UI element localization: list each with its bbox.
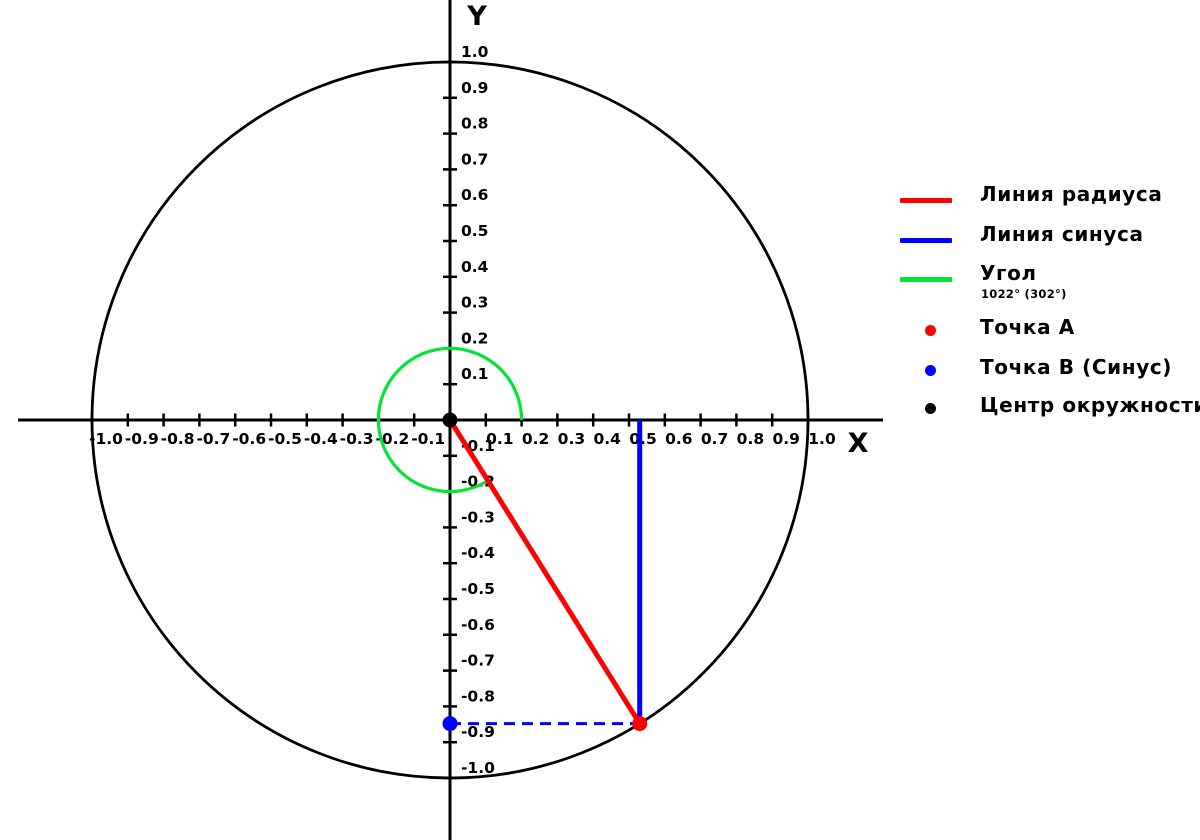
x-tick-label: -0.3 (340, 430, 374, 448)
x-tick-labels: -1.0 -0.9 -0.8 -0.7 -0.6 -0.5 -0.4 -0.3 -0.2 -0.1… (89, 430, 836, 448)
y-tick-label: 0.6 (461, 186, 488, 204)
y-tick-label: -0.4 (461, 544, 495, 562)
legend-item-sine-line-line-swatch-icon (900, 237, 952, 243)
angle-arc (376, 346, 524, 494)
legend-item-point-a-dot-icon (924, 324, 936, 336)
x-tick-label: -0.8 (161, 430, 195, 448)
y-tick-label: 1.0 (461, 43, 489, 61)
legend-item-radius-line-label: Линия радиуса (980, 182, 1163, 206)
y-tick-label: -0.6 (461, 616, 495, 634)
point-b (442, 716, 458, 732)
x-tick-label: -0.5 (268, 430, 302, 448)
legend-item-angle-label: Угол (980, 261, 1037, 285)
y-tick-label: 0.1 (461, 365, 488, 383)
legend-item-radius-line-line-swatch-icon (900, 197, 952, 203)
x-tick-label: 0.1 (486, 430, 513, 448)
y-tick-label: 0.3 (461, 294, 488, 312)
radius-line (447, 418, 642, 725)
unit-circle (90, 60, 810, 780)
legend-item-circle-center-dot-icon (924, 402, 936, 414)
x-tick-label: 0.9 (772, 430, 799, 448)
y-tick-label: 0.5 (461, 222, 488, 240)
legend-item-sine-line-label: Линия синуса (980, 222, 1144, 246)
y-tick-label: -0.3 (461, 508, 495, 526)
legend-item-circle-center-label: Центр окружности (980, 393, 1200, 417)
center-point (442, 412, 458, 428)
x-tick-label: -0.1 (411, 430, 445, 448)
legend: Линия радиуса Линия синуса Угол 1022° (302°… (900, 0, 1200, 840)
y-tick-label: 0.8 (461, 115, 488, 133)
y-tick-label: -0.5 (461, 580, 495, 598)
x-tick-label: -0.4 (304, 430, 338, 448)
y-tick-label: 0.2 (461, 329, 488, 347)
x-tick-label: 0.5 (629, 430, 656, 448)
x-tick-label: 1.0 (808, 430, 836, 448)
y-axis-label: Y (466, 1, 487, 32)
x-tick-label: 0.2 (522, 430, 549, 448)
legend-item-angle-line-swatch-icon (900, 276, 952, 282)
y-tick-label: -0.9 (461, 723, 495, 741)
x-tick-label: -1.0 (89, 430, 123, 448)
x-tick-label: 0.6 (665, 430, 692, 448)
y-tick-labels: -1.0-0.9-0.8-0.7-0.6-0.5-0.4-0.3-0.2-0.1… (461, 43, 495, 777)
y-tick-label: 0.9 (461, 79, 488, 97)
x-axis-label: X (848, 428, 869, 459)
legend-item-angle-sublabel: 1022° (302°) (981, 287, 1067, 301)
legend-item-point-a-label: Точка A (980, 315, 1075, 339)
y-tick-label: -0.7 (461, 652, 495, 670)
x-tick-label: 0.3 (558, 430, 585, 448)
x-tick-label: -0.6 (232, 430, 266, 448)
x-tick-label: -0.7 (196, 430, 230, 448)
x-tick-label: -0.9 (125, 430, 159, 448)
y-tick-label: -0.8 (461, 687, 495, 705)
point-a (632, 716, 648, 732)
x-tick-label: 0.7 (701, 430, 728, 448)
y-tick-label: 0.4 (461, 258, 489, 276)
y-tick-label: -1.0 (461, 759, 495, 777)
y-tick-label: 0.7 (461, 150, 488, 168)
x-tick-label: 0.4 (593, 430, 621, 448)
legend-item-point-b-label: Точка B (Синус) (980, 355, 1173, 379)
legend-item-point-b-dot-icon (924, 364, 936, 376)
x-tick-label: 0.8 (737, 430, 764, 448)
